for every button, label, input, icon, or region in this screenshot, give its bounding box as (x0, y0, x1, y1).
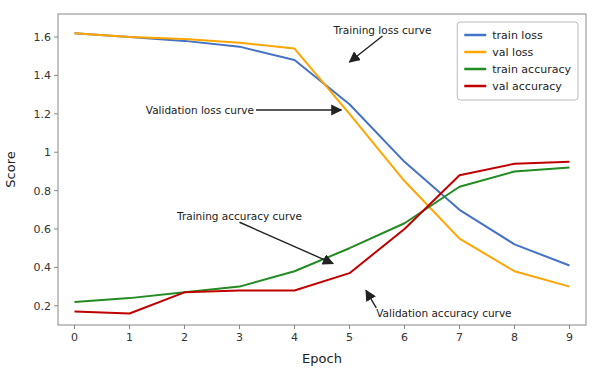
x-tick (459, 325, 460, 329)
x-axis-label: Epoch (302, 351, 342, 366)
legend-label: train accuracy (492, 63, 571, 76)
x-tick-label: 3 (236, 331, 243, 344)
y-tick-label: 0.4 (34, 261, 52, 274)
x-tick-label: 4 (291, 331, 298, 344)
y-tick-label: 0.8 (34, 185, 52, 198)
y-tick (54, 113, 58, 114)
y-tick (54, 37, 58, 38)
y-tick-label: 0.2 (34, 300, 52, 313)
x-tick (569, 325, 570, 329)
y-tick (54, 190, 58, 191)
y-tick-label: 0.6 (34, 223, 52, 236)
y-tick (54, 152, 58, 153)
legend: train loss val loss train accuracy val accu… (457, 22, 578, 100)
x-tick (74, 325, 75, 329)
legend-swatch (464, 85, 486, 88)
x-tick (129, 325, 130, 329)
legend-label: val accuracy (492, 80, 562, 93)
annotation: Training accuracy curve (176, 210, 302, 222)
legend-swatch (464, 68, 486, 71)
y-tick-label: 1.4 (34, 69, 52, 82)
x-tick-label: 9 (566, 331, 573, 344)
annotation-arrow (350, 36, 383, 62)
x-tick-label: 1 (126, 331, 133, 344)
annotation-arrow (256, 109, 341, 110)
y-tick (54, 75, 58, 76)
x-tick (349, 325, 350, 329)
annotation-arrow (240, 222, 334, 263)
x-tick-label: 0 (71, 331, 78, 344)
x-tick (239, 325, 240, 329)
x-tick-label: 5 (346, 331, 353, 344)
annotation: Validation loss curve (146, 104, 254, 116)
x-tick (514, 325, 515, 329)
x-tick-label: 2 (181, 331, 188, 344)
x-tick (404, 325, 405, 329)
x-tick-label: 6 (401, 331, 408, 344)
legend-swatch (464, 51, 486, 54)
x-tick (184, 325, 185, 329)
x-tick-label: 7 (456, 331, 463, 344)
y-axis-label: Score (3, 151, 18, 187)
x-tick (294, 325, 295, 329)
y-tick (54, 229, 58, 230)
y-tick (54, 267, 58, 268)
x-tick-label: 8 (511, 331, 518, 344)
y-tick-label: 1.2 (34, 108, 52, 121)
y-tick-label: 1 (44, 146, 51, 159)
annotation: Validation accuracy curve (376, 307, 511, 319)
y-tick-label: 1.6 (34, 31, 52, 44)
annotation: Training loss curve (333, 24, 432, 36)
plot-frame (58, 14, 586, 325)
legend-label: train loss (492, 29, 543, 42)
legend-box (457, 22, 578, 100)
series-line (75, 162, 570, 314)
legend-swatch (464, 34, 486, 37)
legend-label: val loss (492, 46, 533, 59)
y-tick (54, 305, 58, 306)
chart: 0 1 2 3 4 5 6 7 8 9 0.2 0.4 0.6 0.8 1 1.2 1.4 1.6 Epoch Sco… (0, 0, 600, 371)
annotation-arrow (366, 290, 376, 307)
